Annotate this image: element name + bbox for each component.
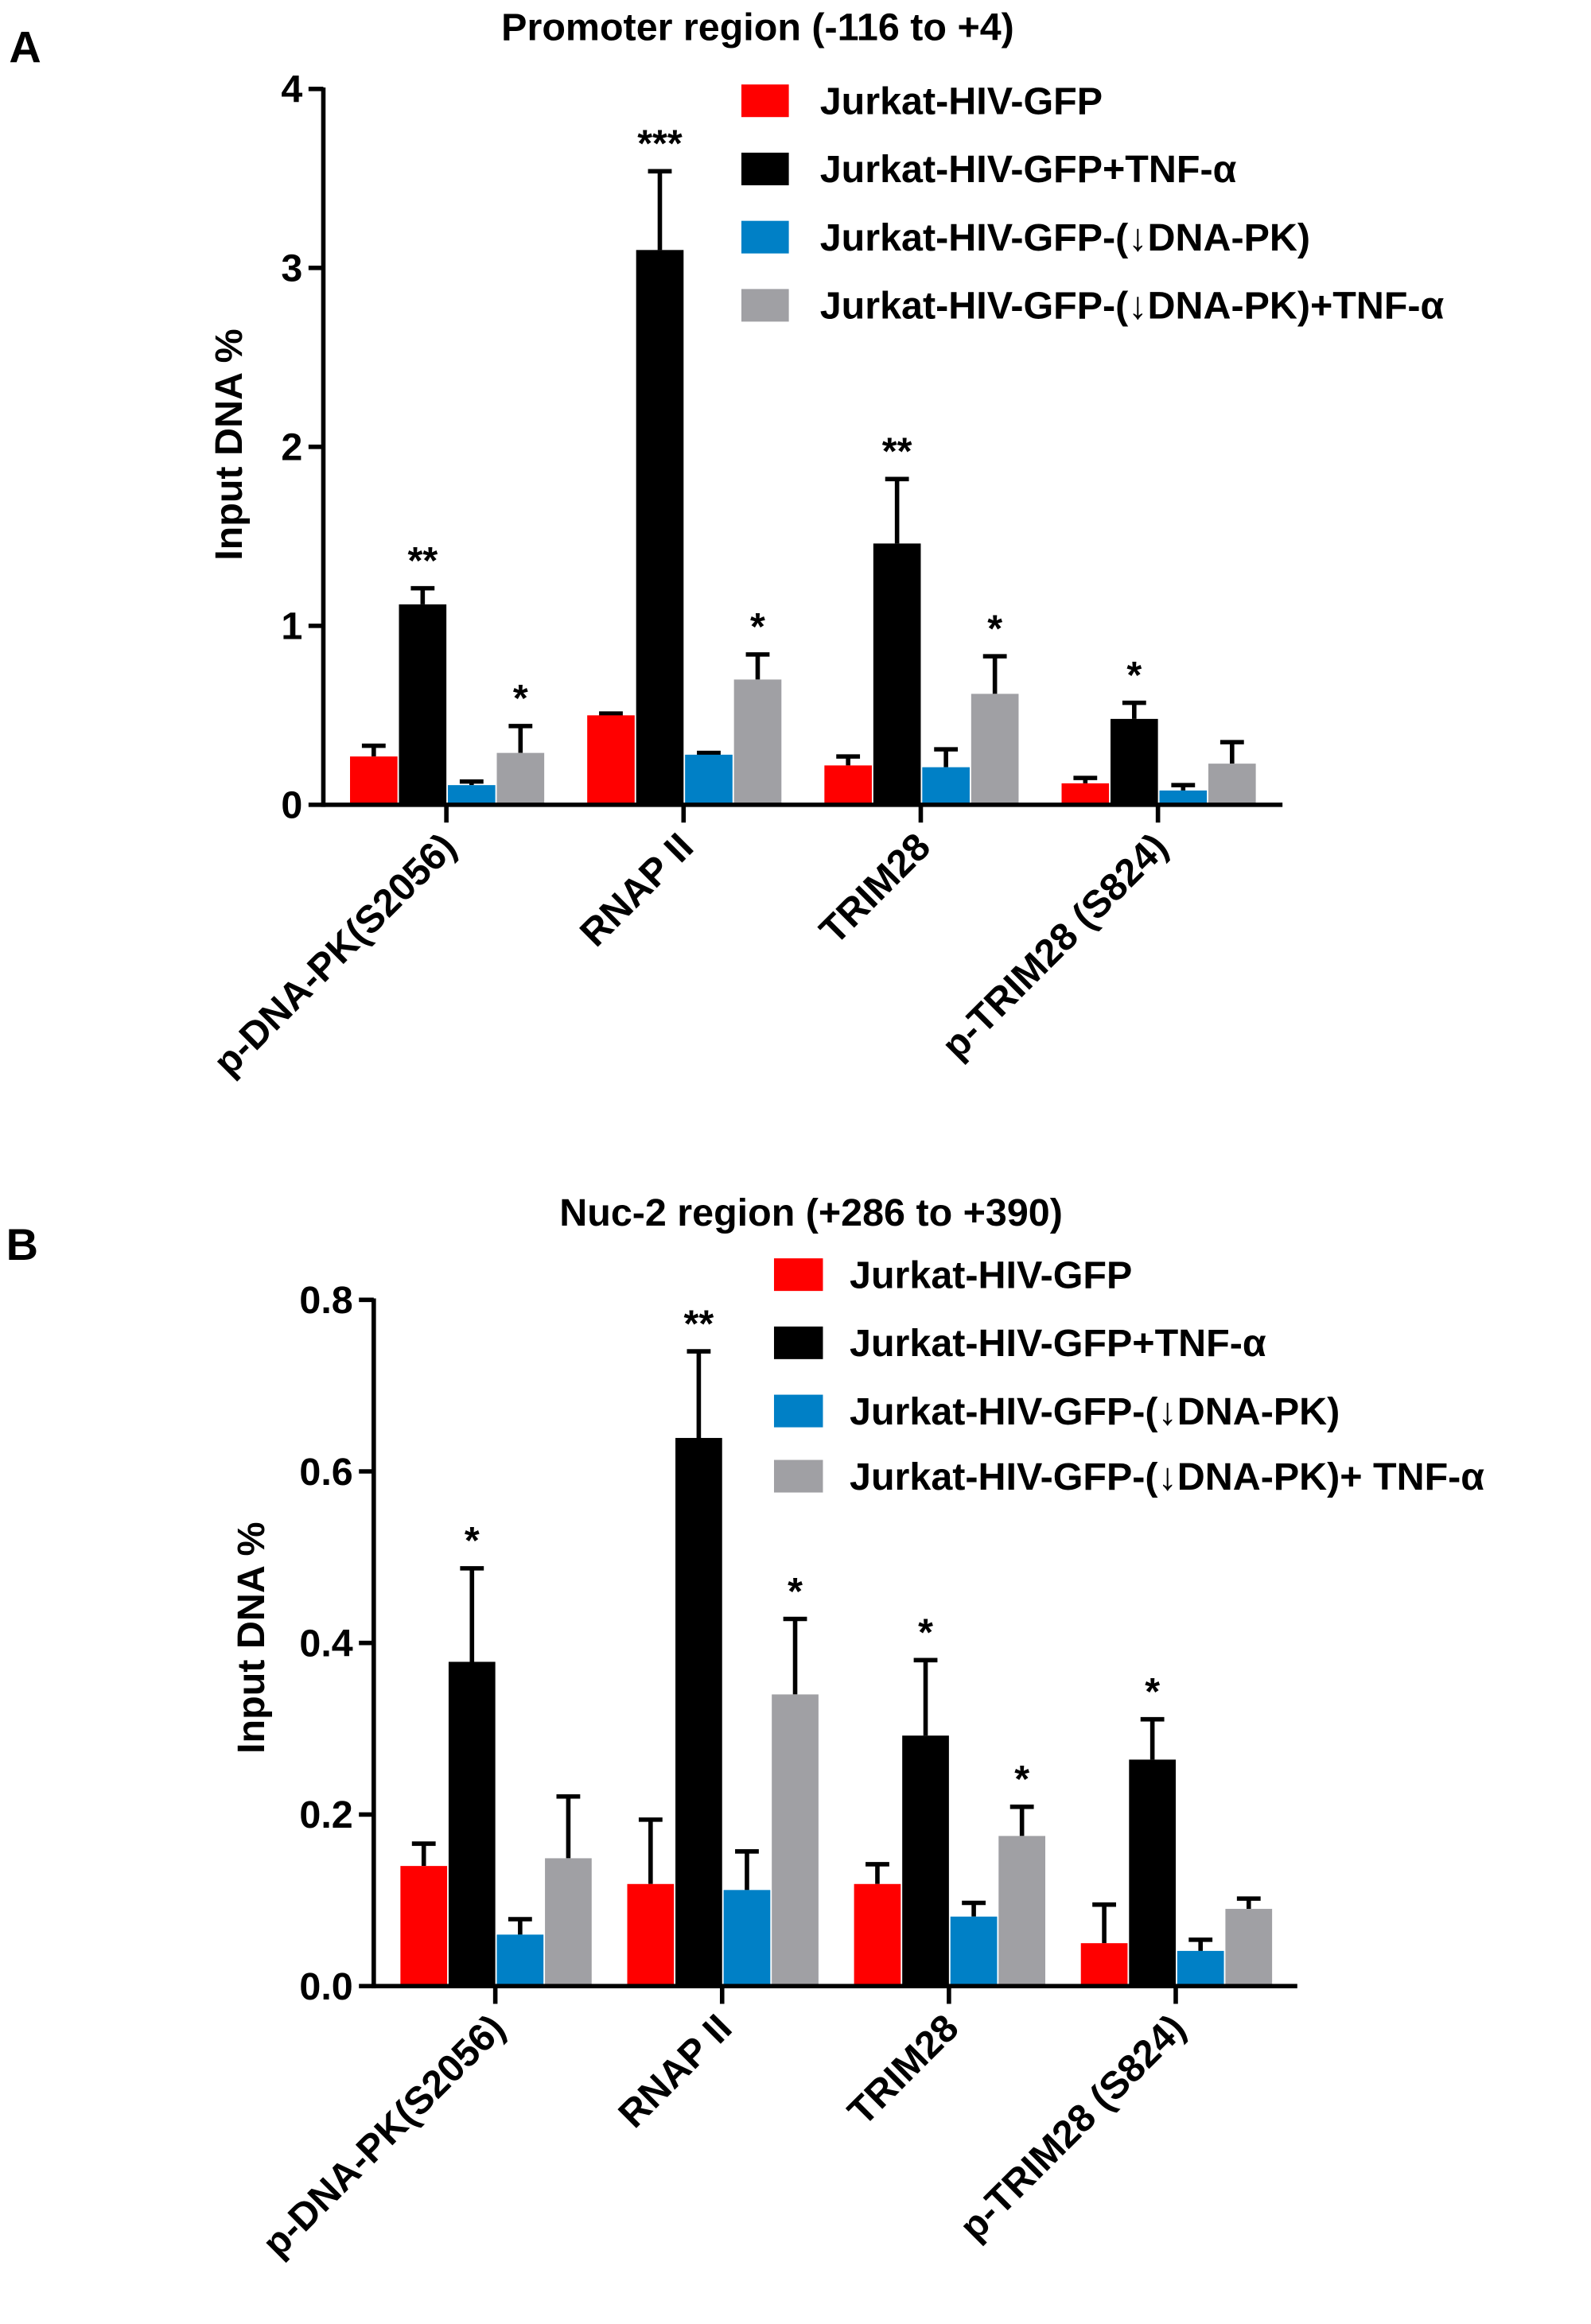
bar [545, 1858, 592, 1987]
significance-label: * [513, 677, 528, 720]
x-tick-label: TRIM28 [840, 2007, 967, 2134]
y-tick-label: 0.6 [299, 1451, 352, 1494]
bar [772, 1694, 819, 1987]
bar [627, 1883, 675, 1987]
bar [685, 754, 733, 805]
bar [496, 752, 545, 805]
bar [636, 250, 684, 805]
legend-label: Jurkat-HIV-GFP-(↓DNA-PK) [850, 1390, 1340, 1433]
legend-label: Jurkat-HIV-GFP-(↓DNA-PK)+ TNF-α [850, 1455, 1484, 1498]
bar [1129, 1759, 1176, 1987]
x-tick-label: RNAP II [610, 2007, 740, 2136]
bar [587, 715, 635, 805]
bar [448, 1661, 496, 1987]
bar [902, 1735, 949, 1987]
chart-title: Nuc-2 region (+286 to +390) [559, 1191, 1063, 1234]
y-tick-label: 0.8 [299, 1279, 352, 1322]
chart-title: Promoter region (-116 to +4) [501, 6, 1014, 49]
bar [873, 543, 921, 805]
bar [448, 785, 496, 805]
legend-label: Jurkat-HIV-GFP [820, 80, 1103, 122]
x-tick-label: RNAP II [572, 825, 702, 954]
legend-label: Jurkat-HIV-GFP-(↓DNA-PK) [820, 216, 1310, 259]
x-tick-label: p-DNA-PK(S2056) [255, 2007, 514, 2266]
bar [922, 767, 970, 805]
bar [350, 756, 398, 805]
legend-label: Jurkat-HIV-GFP-(↓DNA-PK)+TNF-α [820, 285, 1445, 328]
bar [496, 1934, 544, 1987]
significance-label: * [1145, 1670, 1160, 1713]
bar [1110, 718, 1158, 805]
significance-label: ** [684, 1302, 714, 1345]
legend-swatch [773, 1258, 823, 1292]
y-axis-label: Input DNA % [208, 328, 251, 560]
bar [854, 1883, 901, 1987]
bar [400, 1866, 448, 1987]
legend-swatch [741, 152, 789, 185]
legend-label: Jurkat-HIV-GFP [850, 1253, 1132, 1296]
bar [675, 1437, 722, 1987]
significance-label: * [465, 1519, 480, 1562]
y-tick-label: 1 [281, 605, 302, 648]
x-tick-label: p-DNA-PK(S2056) [205, 825, 465, 1084]
chart-panel-a: A Promoter region (-116 to +4) Input DNA %… [9, 6, 1444, 1084]
bar [723, 1890, 771, 1987]
y-axis-label: Input DNA % [230, 1521, 273, 1753]
legend-swatch [773, 1394, 823, 1428]
bar [1061, 783, 1110, 805]
bar [971, 694, 1019, 805]
legend-swatch [741, 289, 789, 322]
y-tick-label: 0.2 [299, 1794, 352, 1836]
y-tick-label: 2 [281, 426, 302, 469]
significance-label: ** [407, 539, 438, 582]
x-tick-label: TRIM28 [811, 825, 939, 952]
significance-label: * [788, 1570, 803, 1613]
significance-label: * [750, 605, 765, 648]
y-tick-label: 0.0 [299, 1965, 352, 2008]
bar [399, 604, 447, 805]
legend-swatch [773, 1459, 823, 1493]
significance-label: * [1014, 1758, 1029, 1801]
legend-swatch [741, 220, 789, 254]
y-tick-label: 0 [281, 784, 302, 827]
bar [1159, 790, 1208, 805]
y-tick-label: 4 [281, 68, 302, 111]
y-tick-label: 3 [281, 247, 302, 290]
bar [1177, 1950, 1224, 1987]
bar [733, 679, 782, 805]
panel-letter: A [9, 21, 41, 72]
bar [1208, 764, 1256, 805]
legend-swatch [741, 84, 789, 118]
bar [1225, 1909, 1273, 1987]
significance-label: * [987, 607, 1002, 650]
bar [824, 765, 872, 805]
bar [950, 1916, 998, 1987]
chart-panel-b: B Nuc-2 region (+286 to +390) Input DNA % *… [6, 1191, 1485, 2265]
significance-label: ** [882, 430, 912, 473]
panel-letter: B [6, 1219, 38, 1269]
legend-swatch [773, 1326, 823, 1359]
significance-label: * [918, 1611, 933, 1654]
x-tick-label: p-TRIM28 (S824) [951, 2007, 1194, 2249]
legend-label: Jurkat-HIV-GFP+TNF-α [850, 1322, 1266, 1365]
significance-label: *** [637, 122, 683, 165]
x-tick-label: p-TRIM28 (S824) [934, 825, 1177, 1067]
bar [1080, 1943, 1128, 1987]
y-tick-label: 0.4 [299, 1622, 352, 1665]
legend-label: Jurkat-HIV-GFP+TNF-α [820, 148, 1237, 191]
significance-label: * [1126, 654, 1142, 697]
bar [998, 1836, 1046, 1987]
